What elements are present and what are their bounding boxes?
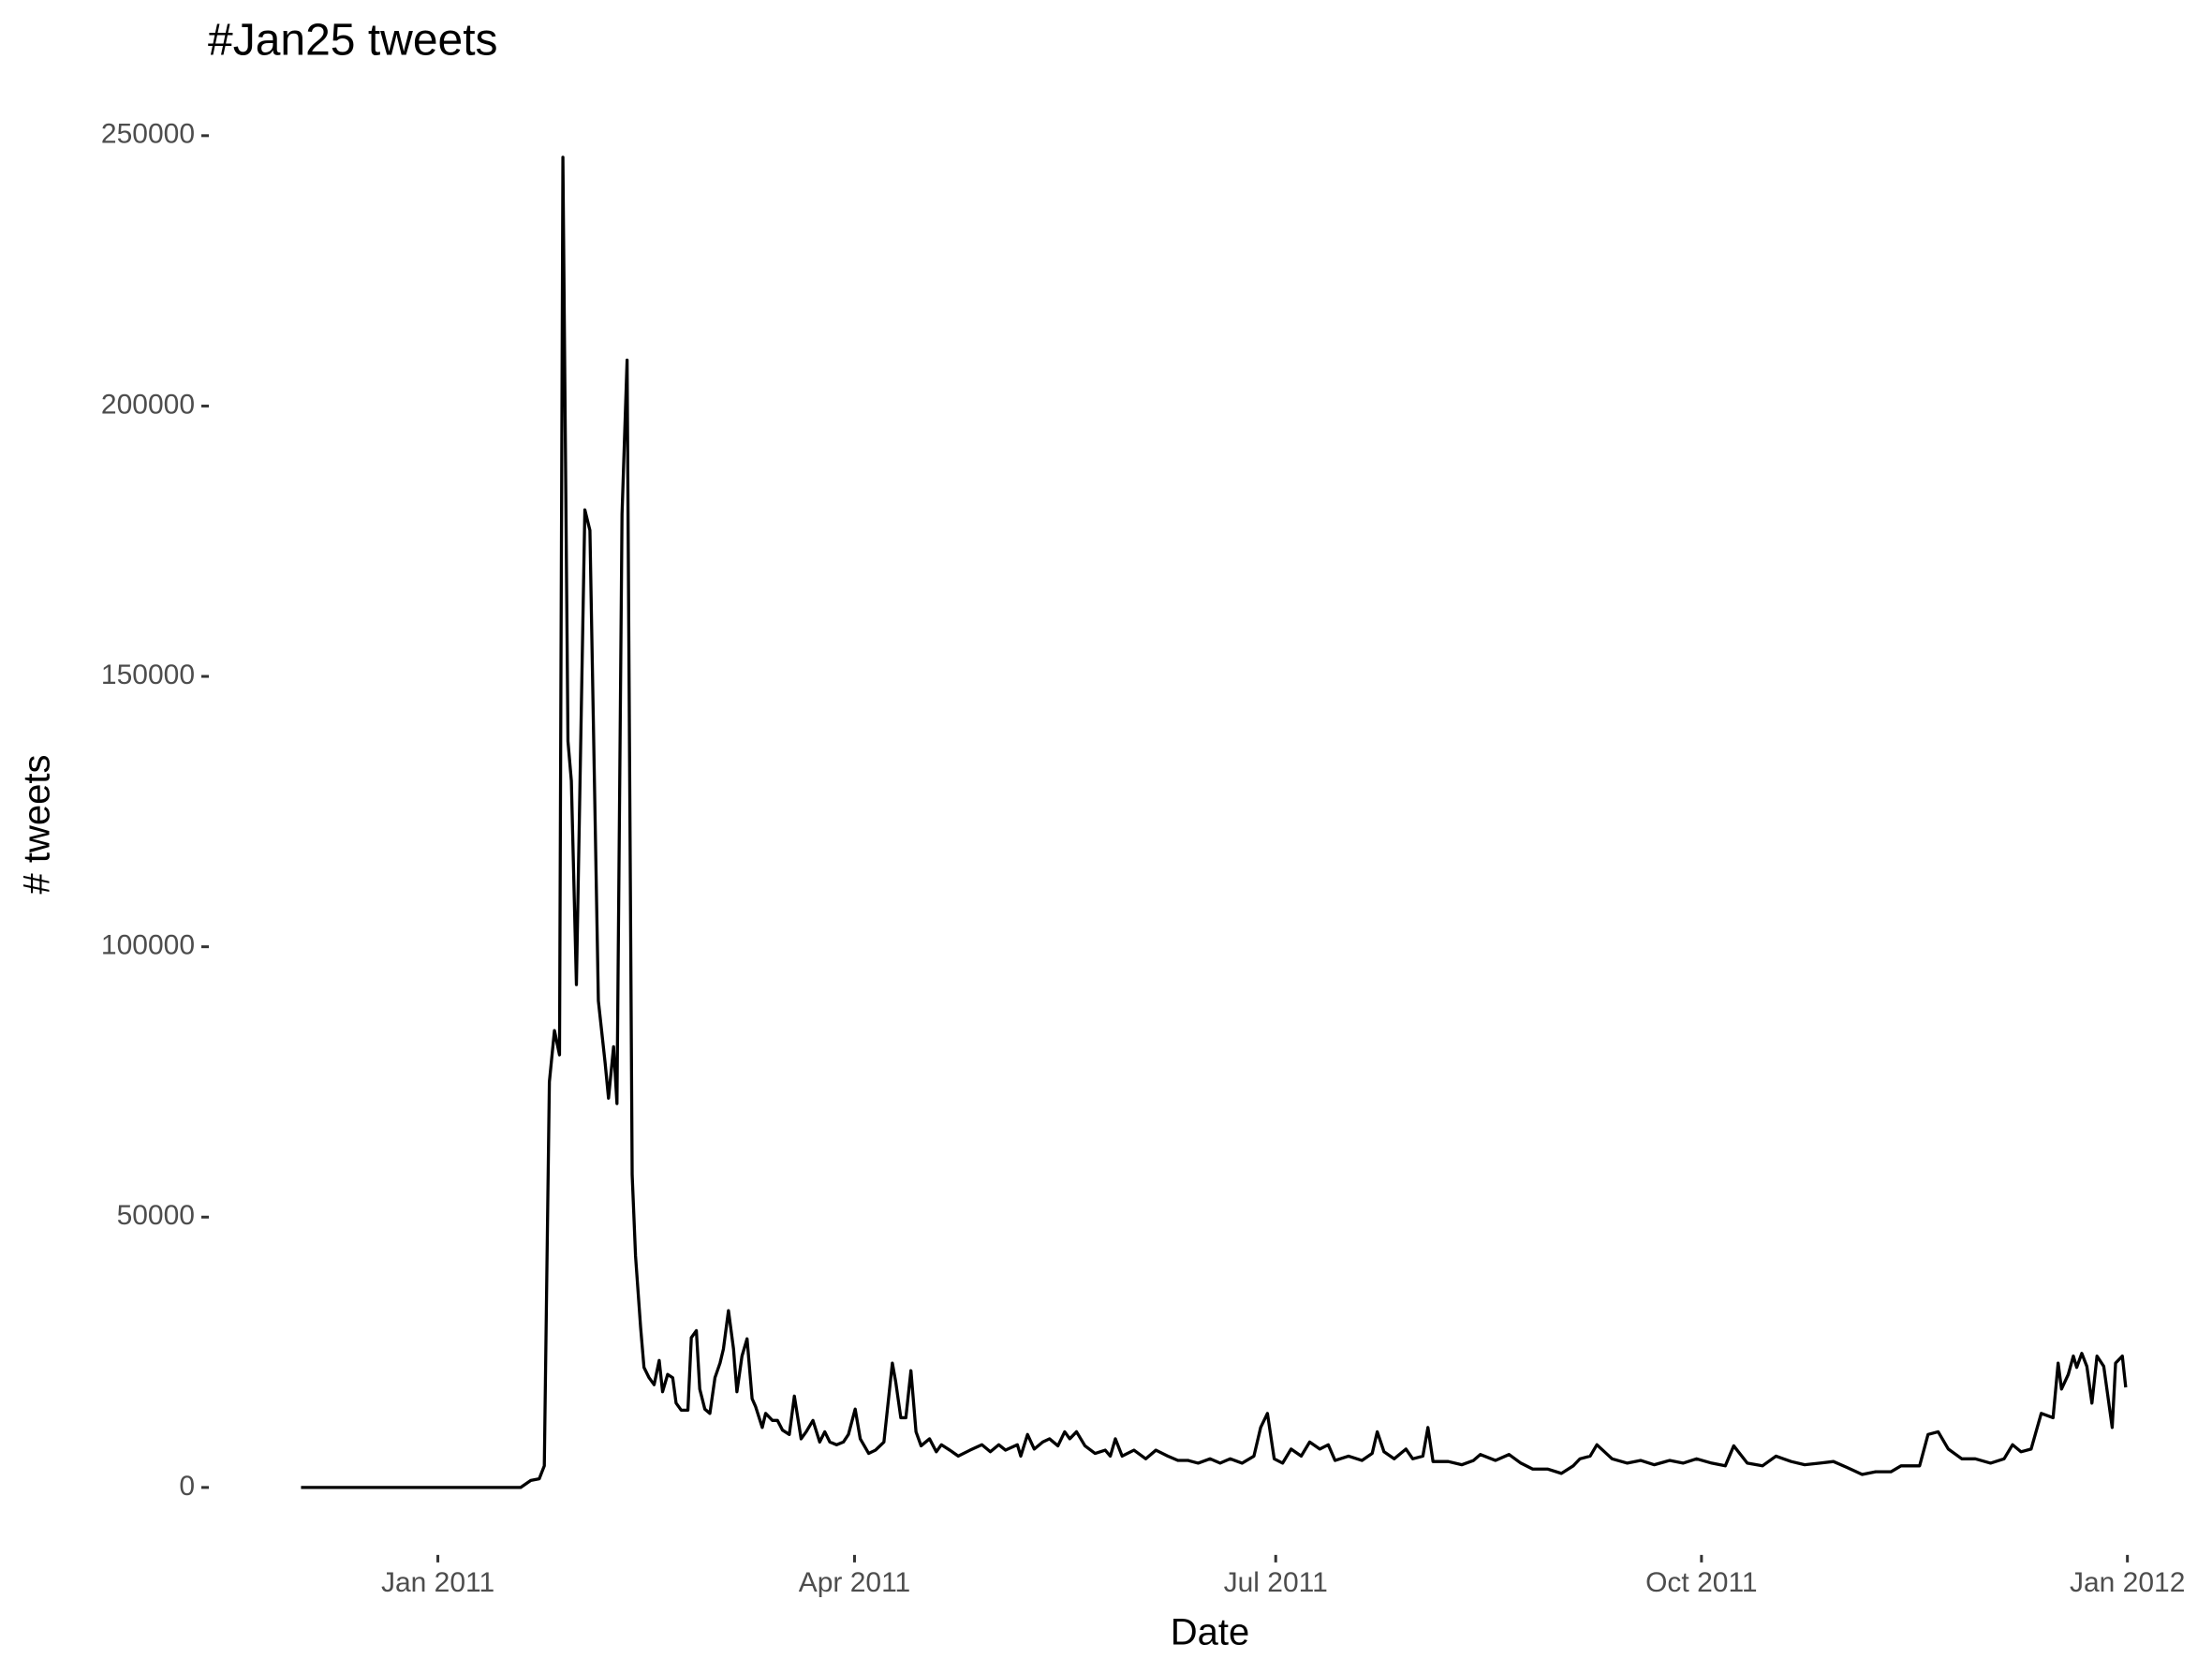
y-tick-label: 100000: [101, 930, 195, 961]
x-tick-label: Jan 2012: [2070, 1567, 2185, 1598]
chart-title: #Jan25 tweets: [208, 16, 498, 66]
y-tick-label: 150000: [101, 659, 195, 690]
y-tick-label: 50000: [117, 1200, 195, 1231]
data-line: [301, 156, 2128, 1489]
x-tick-label: Jan 2011: [381, 1567, 494, 1598]
y-tick-label: 200000: [101, 389, 195, 420]
y-tick-label: 250000: [101, 119, 195, 150]
x-tick-label: Oct 2011: [1645, 1567, 1758, 1598]
y-axis-title: # tweets: [17, 755, 58, 895]
x-tick-label: Apr 2011: [799, 1567, 911, 1598]
x-tick-label: Jul 2011: [1224, 1567, 1328, 1598]
y-tick-label: 0: [179, 1471, 195, 1502]
x-axis-title: Date: [1171, 1612, 1250, 1653]
